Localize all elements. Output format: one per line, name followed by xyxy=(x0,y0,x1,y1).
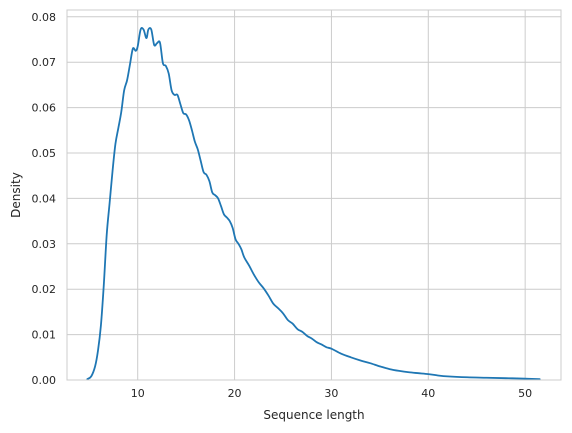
y-axis-label: Density xyxy=(9,172,23,218)
x-tick-label: 20 xyxy=(228,387,242,400)
x-tick-label: 10 xyxy=(131,387,145,400)
y-tick-label: 0.07 xyxy=(32,56,57,69)
plot-frame xyxy=(66,9,562,381)
x-tick-label: 40 xyxy=(421,387,435,400)
x-tick-label: 50 xyxy=(518,387,532,400)
y-tick-label: 0.03 xyxy=(32,238,57,251)
x-tick-labels: 10 20 30 40 50 xyxy=(131,387,532,400)
y-tick-label: 0.02 xyxy=(32,283,57,296)
y-tick-label: 0.06 xyxy=(32,102,57,115)
y-tick-label: 0.08 xyxy=(32,11,57,24)
y-tick-label: 0.05 xyxy=(32,147,57,160)
plot-background xyxy=(67,10,561,380)
x-tick-label: 30 xyxy=(324,387,338,400)
y-tick-label: 0.04 xyxy=(32,192,57,205)
density-line xyxy=(86,27,541,380)
y-tick-labels: 0.00 0.01 0.02 0.03 0.04 0.05 0.06 0.07 0.08 xyxy=(32,11,57,387)
y-tick-label: 0.00 xyxy=(32,374,57,387)
y-tick-label: 0.01 xyxy=(32,329,57,342)
x-axis-label: Sequence length xyxy=(263,408,364,422)
